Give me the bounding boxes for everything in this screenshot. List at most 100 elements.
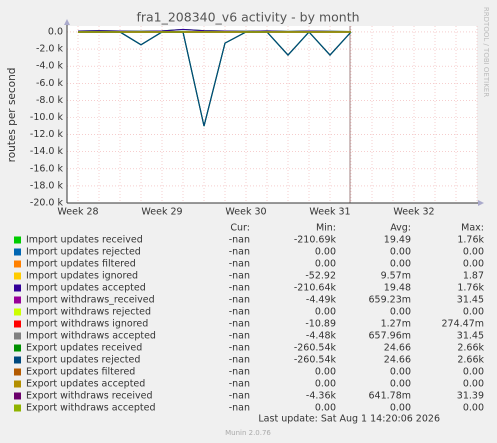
- legend-value: -nan: [229, 403, 250, 414]
- legend-value: -nan: [229, 283, 250, 294]
- legend-label: Export withdraws accepted: [26, 403, 156, 414]
- legend-swatch: [14, 260, 21, 268]
- plot: [67, 26, 478, 204]
- legend-label: Export withdraws received: [26, 391, 153, 402]
- legend-header: Max:: [461, 223, 484, 234]
- legend-value: 0.00: [315, 367, 336, 378]
- legend-value: 19.48: [384, 283, 411, 294]
- side-label: RRDTOOL / TOBI OETIKER: [482, 7, 490, 97]
- legend-label: Import withdraws rejected: [26, 307, 151, 318]
- y-tick-label: -18.0 k: [30, 180, 64, 191]
- legend-value: 657.96m: [369, 331, 412, 342]
- x-tick-label: Week 30: [225, 207, 266, 218]
- legend-value: 31.45: [457, 331, 484, 342]
- legend-label: Export updates received: [26, 343, 142, 354]
- legend-value: 0.00: [463, 367, 484, 378]
- legend-value: 31.39: [457, 391, 484, 402]
- legend-value: -4.48k: [306, 331, 337, 342]
- legend-value: -4.36k: [306, 391, 337, 402]
- legend-value: 2.66k: [457, 343, 484, 354]
- legend-value: 2.66k: [457, 355, 484, 366]
- x-tick-label: Week 31: [309, 207, 350, 218]
- legend-value: 1.27m: [381, 319, 411, 330]
- y-tick-label: -14.0 k: [30, 146, 64, 157]
- legend-label: Export updates filtered: [26, 367, 135, 378]
- legend-value: 0.00: [315, 247, 336, 258]
- x-tick-label: Week 32: [393, 207, 434, 218]
- legend-value: 0.00: [390, 247, 411, 258]
- legend-label: Import updates ignored: [26, 271, 138, 282]
- legend-value: 0.00: [390, 307, 411, 318]
- legend-value: -nan: [229, 343, 250, 354]
- legend-label: Import updates rejected: [26, 247, 141, 258]
- legend-value: -nan: [229, 319, 250, 330]
- y-tick-label: -4.0 k: [36, 61, 64, 72]
- legend-label: Import updates accepted: [26, 283, 146, 294]
- legend-value: 9.57m: [381, 271, 411, 282]
- legend-value: 1.76k: [457, 283, 484, 294]
- legend-value: 0.00: [463, 307, 484, 318]
- legend-swatch: [14, 380, 21, 388]
- legend-value: 659.23m: [369, 295, 412, 306]
- y-tick-label: -6.0 k: [36, 78, 64, 89]
- legend-value: 24.66: [384, 343, 411, 354]
- y-tick-label: -8.0 k: [36, 95, 64, 106]
- x-tick-label: Week 29: [141, 207, 182, 218]
- y-tick-label: -12.0 k: [30, 129, 64, 140]
- legend-value: -4.49k: [306, 295, 337, 306]
- legend-label: Import withdraws ignored: [26, 319, 148, 330]
- legend-swatch: [14, 332, 21, 340]
- version: Munin 2.0.76: [225, 429, 271, 437]
- legend-header: Min:: [316, 223, 336, 234]
- legend-value: -nan: [229, 379, 250, 390]
- legend-value: 0.00: [315, 379, 336, 390]
- legend-value: -nan: [229, 355, 250, 366]
- axis-arrow: [64, 19, 70, 25]
- legend-value: -260.54k: [294, 355, 337, 366]
- y-axis-label: routes per second: [6, 68, 18, 163]
- legend-swatch: [14, 392, 21, 400]
- legend-value: -260.54k: [294, 343, 337, 354]
- legend-swatch: [14, 284, 21, 292]
- legend-swatch: [14, 320, 21, 328]
- y-tick-label: 0.0: [48, 26, 63, 37]
- legend-value: 1.76k: [457, 235, 484, 246]
- legend-value: 0.00: [390, 379, 411, 390]
- legend-swatch: [14, 356, 21, 364]
- legend-value: 0.00: [463, 259, 484, 270]
- legend-value: 0.00: [390, 259, 411, 270]
- legend-value: 0.00: [390, 403, 411, 414]
- legend-value: -nan: [229, 367, 250, 378]
- legend-value: 274.47m: [442, 319, 485, 330]
- series-line: [78, 31, 352, 127]
- legend-label: Import withdraws_received: [26, 295, 155, 306]
- legend-swatch: [14, 272, 21, 280]
- x-tick-label: Week 28: [57, 207, 98, 218]
- legend-value: -nan: [229, 391, 250, 402]
- legend-swatch: [14, 368, 21, 376]
- footer: Last update: Sat Aug 1 14:20:06 2026: [258, 414, 440, 425]
- legend-value: 0.00: [315, 307, 336, 318]
- legend-label: Import updates filtered: [26, 259, 136, 270]
- legend-swatch: [14, 296, 21, 304]
- legend-value: 1.87: [463, 271, 484, 282]
- y-tick-label: -16.0 k: [30, 163, 64, 174]
- legend-header: Cur:: [230, 223, 250, 234]
- legend-value: -nan: [229, 247, 250, 258]
- legend-label: Import updates received: [26, 235, 143, 246]
- legend-swatch: [14, 248, 21, 256]
- legend-value: 0.00: [315, 259, 336, 270]
- axis-arrow: [478, 200, 484, 206]
- legend-value: 31.45: [457, 295, 484, 306]
- y-tick-label: -2.0 k: [36, 44, 64, 55]
- legend-value: -210.64k: [294, 283, 337, 294]
- y-tick-label: -20.0 k: [30, 198, 64, 209]
- y-tick-label: -10.0 k: [30, 112, 64, 123]
- legend-value: 0.00: [463, 403, 484, 414]
- legend-value: 641.78m: [369, 391, 412, 402]
- legend-value: 0.00: [463, 379, 484, 390]
- chart-title: fra1_208340_v6 activity - by month: [136, 10, 359, 25]
- legend-swatch: [14, 308, 21, 316]
- legend-swatch: [14, 236, 21, 244]
